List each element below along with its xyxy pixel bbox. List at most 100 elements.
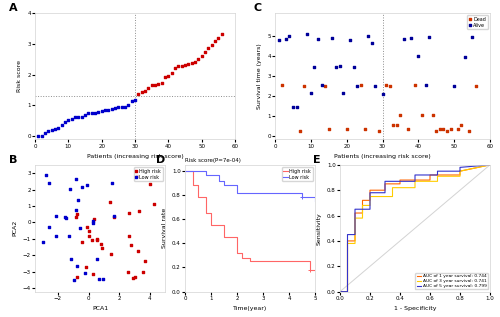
AUC of 1 year survival: 0.744: (0.2, 0.8): 0.744: (0.2, 0.8) [367,188,373,192]
Point [81,113,89,118]
Low risk [52,234,60,239]
AUC of 3 year survival: 0.741: (0.5, 0.82): 0.741: (0.5, 0.82) [412,186,418,190]
AUC of 3 year survival: 0.741: (0.05, 0.38): 0.741: (0.05, 0.38) [344,242,350,245]
High risk [146,181,154,186]
Legend: AUC of 1 year survival: 0.744, AUC of 3 year survival: 0.741, AUC of 5 year surv: AUC of 1 year survival: 0.744, AUC of 3 … [416,273,488,289]
Y-axis label: PCA2: PCA2 [12,220,17,236]
AUC of 3 year survival: 0.741: (0.65, 0.91): 0.741: (0.65, 0.91) [434,174,440,178]
AUC of 3 year survival: 0.741: (0.05, 0): 0.741: (0.05, 0) [344,290,350,294]
Dead [440,126,448,131]
Dead [386,83,394,88]
High risk [90,272,98,277]
Point [154,81,162,87]
Low risk [80,270,88,275]
AUC of 1 year survival: 0.744: (0.8, 0.92): 0.744: (0.8, 0.92) [457,173,463,177]
Point [134,91,142,96]
High risk [307,268,313,272]
X-axis label: Patients (increasing risk score): Patients (increasing risk score) [86,154,184,159]
AUC of 3 year survival: 0.741: (0, 0): 0.741: (0, 0) [337,290,343,294]
Line: AUC of 1 year survival: 0.744: AUC of 1 year survival: 0.744 [340,165,490,292]
AUC of 1 year survival: 0.744: (0.3, 0.8): 0.744: (0.3, 0.8) [382,188,388,192]
AUC of 5 year survival: 0.799: (0.1, 0.45): 0.799: (0.1, 0.45) [352,233,358,236]
Dead [342,126,350,131]
High risk [208,223,214,227]
Dead [278,82,286,87]
Point [71,114,79,120]
High risk [108,251,116,256]
Alive [372,84,380,89]
Dead [454,127,462,132]
Alive [414,54,422,59]
Point [141,89,149,94]
Point [74,114,82,119]
Legend: Dead, Alive: Dead, Alive [468,15,487,29]
Point [108,106,116,111]
X-axis label: PCA1: PCA1 [92,306,108,311]
High risk [312,268,318,272]
Point [214,35,222,40]
High risk [131,275,139,280]
High risk [182,169,188,173]
Dead [432,129,440,134]
Point [208,42,216,48]
Point [201,49,209,55]
Dead [436,126,444,131]
High risk [124,234,132,239]
Alive [364,33,372,38]
Alive [307,91,315,96]
Dead [411,83,419,88]
Low risk [182,169,188,173]
High risk [140,258,148,263]
High risk [203,211,209,215]
AUC of 5 year survival: 0.799: (0.2, 0.65): 0.799: (0.2, 0.65) [367,207,373,211]
AUC of 1 year survival: 0.744: (0, 0): 0.744: (0, 0) [337,290,343,294]
Low risk [312,199,318,203]
High risk [307,260,313,263]
Dead [446,126,454,131]
Point [54,125,62,130]
Point [158,80,166,85]
Alive [400,37,408,42]
High risk [73,275,81,280]
Low risk [93,257,101,262]
Point [184,62,192,67]
Point [138,90,145,95]
Low risk [64,234,72,239]
High risk [82,264,90,269]
AUC of 1 year survival: 0.744: (0.6, 0.92): 0.744: (0.6, 0.92) [427,173,433,177]
Dead [464,129,472,134]
Text: B: B [9,155,18,165]
Point [78,114,86,119]
High risk [195,184,201,187]
Dead [396,113,404,118]
Point [68,117,76,122]
Alive [332,65,340,70]
High risk [98,245,106,250]
High risk [247,256,253,260]
Dead [418,113,426,118]
AUC of 3 year survival: 0.741: (0.65, 0.87): 0.741: (0.65, 0.87) [434,179,440,183]
High risk [312,268,318,272]
AUC of 3 year survival: 0.741: (0.35, 0.75): 0.741: (0.35, 0.75) [390,195,396,198]
High risk [134,174,141,179]
Dead [472,83,480,88]
High risk [234,236,240,239]
Dead [458,122,466,127]
Point [111,106,119,111]
AUC of 1 year survival: 0.744: (1, 1): 0.744: (1, 1) [487,163,493,167]
Point [51,126,59,131]
High risk [106,199,114,204]
Alive [328,35,336,40]
Point [168,70,175,75]
High risk [221,223,227,227]
Point [131,97,139,102]
Y-axis label: Survival rate: Survival rate [162,208,166,248]
Text: E: E [313,155,320,165]
Point [194,56,202,61]
AUC of 5 year survival: 0.799: (1, 1): 0.799: (1, 1) [487,163,493,167]
AUC of 3 year survival: 0.741: (0.5, 0.87): 0.741: (0.5, 0.87) [412,179,418,183]
High risk [247,260,253,263]
Point [98,109,106,114]
Low risk [312,196,318,199]
High risk [88,237,96,243]
